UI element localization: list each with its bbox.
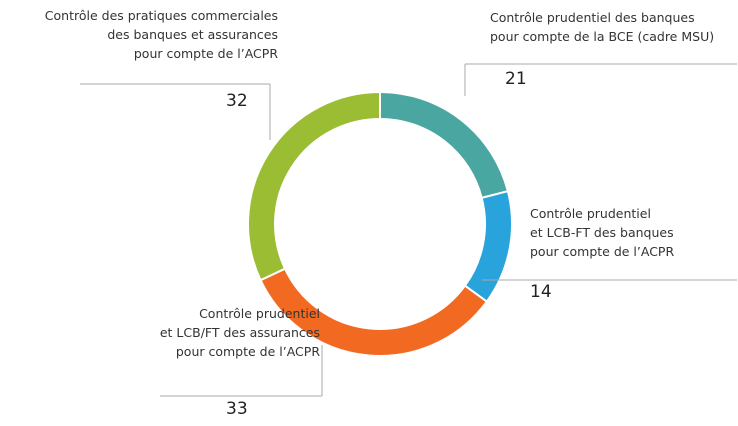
value-label: 32 [226,91,248,111]
segment-label: Contrôle prudentiel des banques [490,10,695,25]
value-label: 33 [226,399,248,419]
segment-label: pour compte de l’ACPR [134,46,278,61]
segment-label: Contrôle prudentiel [199,306,320,321]
segment-label: et LCB-FT des banques [530,225,674,240]
donut-segment [463,189,513,303]
segment-label: des banques et assurances [107,27,278,42]
segment-label: Contrôle des pratiques commerciales [45,8,278,23]
donut-segment [379,90,510,200]
value-label: 21 [505,69,527,89]
segment-label: Contrôle prudentiel [530,206,651,221]
donut-segment [247,90,381,282]
value-label: 14 [530,282,552,302]
segment-label: pour compte de l’ACPR [176,344,320,359]
segment-label: pour compte de la BCE (cadre MSU) [490,29,714,44]
segment-label: pour compte de l’ACPR [530,244,674,259]
segment-label: et LCB/FT des assurances [160,325,320,340]
